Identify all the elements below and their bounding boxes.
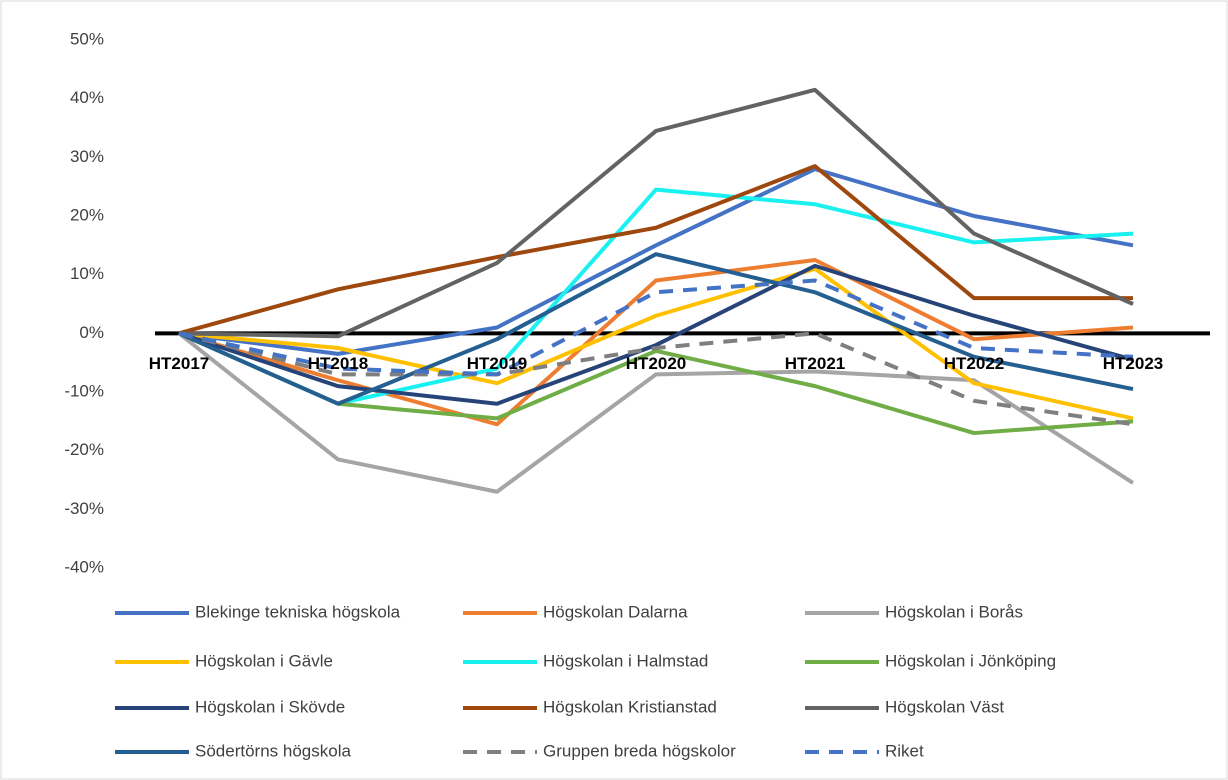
series-line [178, 167, 1134, 356]
x-tick-label: HT2017 [149, 354, 209, 373]
legend-label: Riket [885, 741, 924, 760]
legend-label: Högskolan i Gävle [195, 651, 333, 670]
y-tick-label: -10% [64, 381, 104, 400]
series-line [178, 252, 1134, 406]
y-tick-label: -20% [64, 440, 104, 459]
legend-label: Högskolan Väst [885, 697, 1004, 716]
y-tick-label: -30% [64, 499, 104, 518]
legend-label: Högskolan Kristianstad [543, 697, 717, 716]
y-tick-label: 50% [70, 29, 104, 48]
legend-label: Högskolan i Borås [885, 602, 1023, 621]
x-tick-label: HT2019 [467, 354, 527, 373]
x-tick-label: HT2020 [626, 354, 686, 373]
legend-label: Gruppen breda högskolor [543, 741, 736, 760]
x-tick-label: HT2023 [1103, 354, 1163, 373]
series-line [178, 258, 1134, 427]
y-tick-label: 0% [79, 323, 104, 342]
y-tick-label: 30% [70, 147, 104, 166]
legend-label: Högskolan i Jönköping [885, 651, 1056, 670]
x-tick-label: HT2022 [944, 354, 1004, 373]
legend-label: Högskolan Dalarna [543, 602, 688, 621]
y-tick-label: 10% [70, 264, 104, 283]
legend-label: Högskolan i Skövde [195, 697, 345, 716]
y-tick-label: 40% [70, 88, 104, 107]
series-line [178, 87, 1134, 339]
x-tick-label: HT2018 [308, 354, 368, 373]
series-line [178, 266, 1134, 421]
x-tick-label: HT2021 [785, 354, 845, 373]
y-tick-label: -40% [64, 557, 104, 576]
series-line [178, 164, 1133, 336]
series-line [178, 263, 1134, 406]
y-tick-label: 20% [70, 205, 104, 224]
legend-label: Blekinge tekniska högskola [195, 602, 401, 621]
legend-label: Högskolan i Halmstad [543, 651, 708, 670]
series-line [178, 331, 1134, 427]
series-line [177, 331, 1135, 494]
legend-label: Södertörns högskola [195, 741, 351, 760]
